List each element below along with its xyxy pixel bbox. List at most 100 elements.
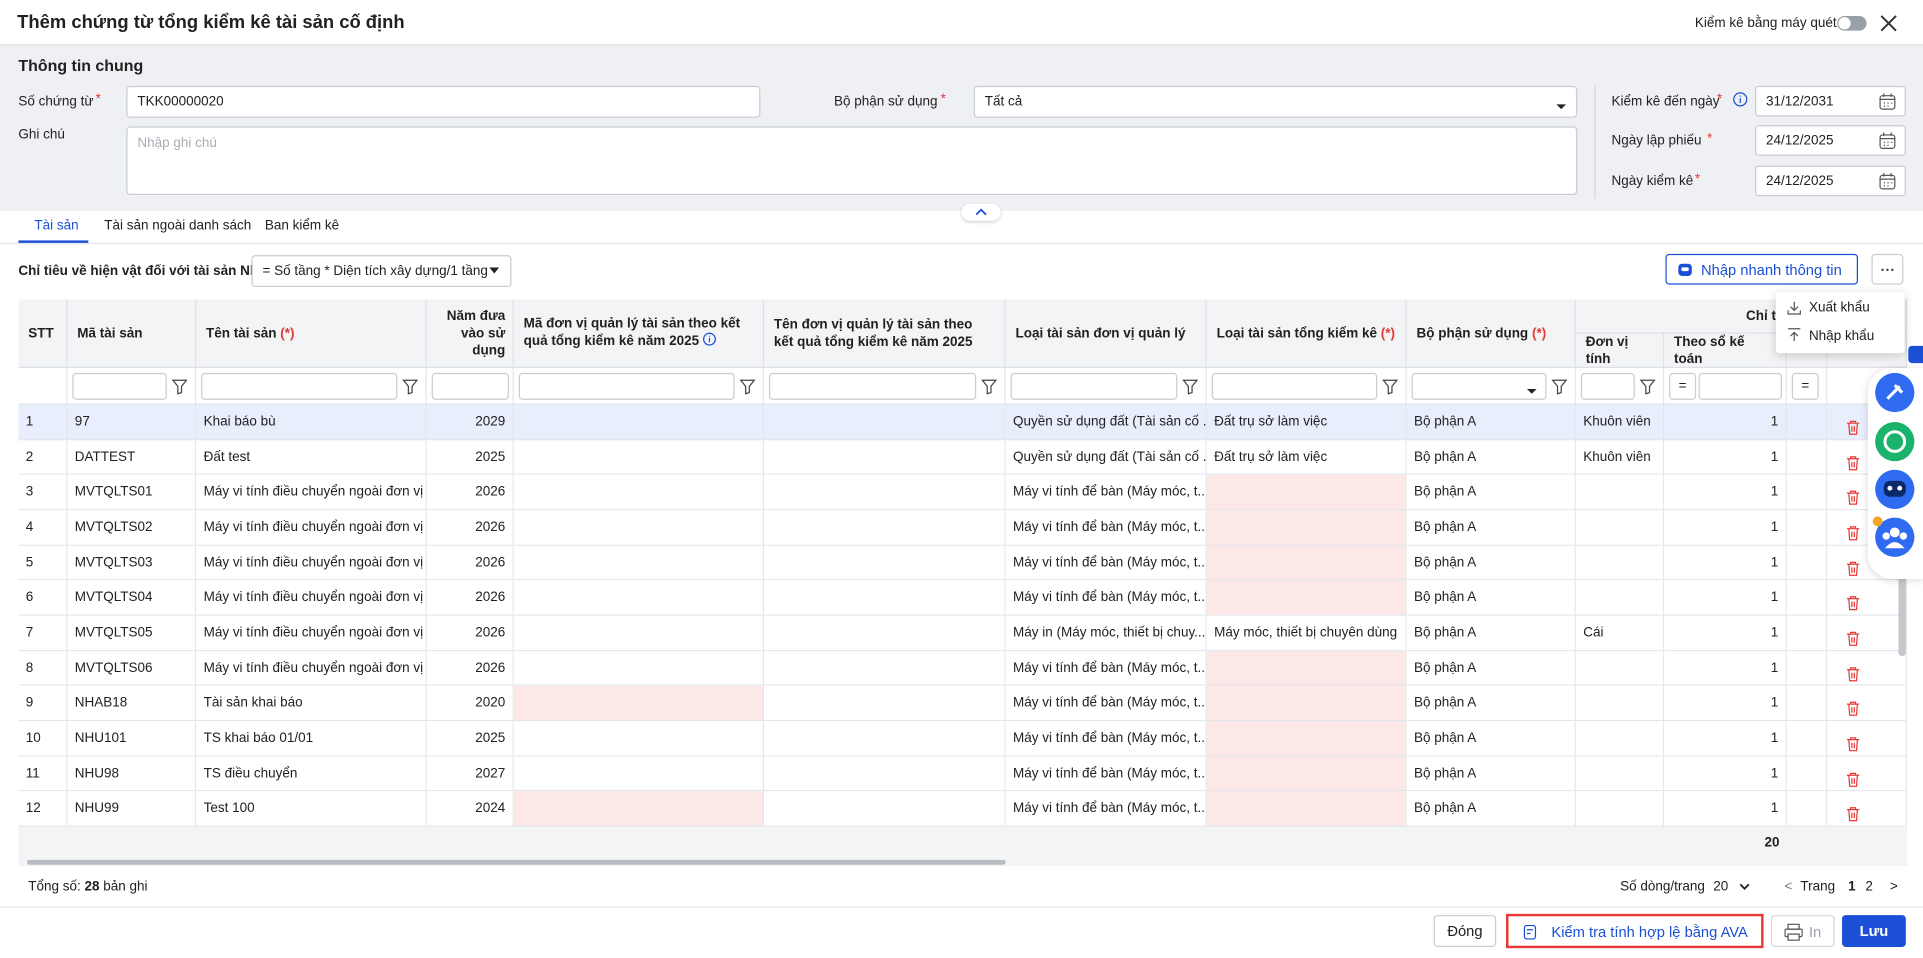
scanner-toggle[interactable]	[1837, 15, 1867, 31]
filter-operator[interactable]: =	[1791, 372, 1819, 400]
filter-button[interactable]	[1551, 379, 1568, 399]
menu-item[interactable]: Xuất khẩu	[1808, 300, 1870, 316]
column-title: Loại tài sản tổng kiểm kê	[1216, 325, 1378, 341]
delete-button[interactable]	[1846, 415, 1861, 439]
note-placeholder: Nhập ghi chú	[137, 136, 217, 151]
page-size-select[interactable]: 20	[1710, 873, 1757, 898]
required-mark: *	[95, 91, 101, 107]
filter-button[interactable]	[1639, 379, 1656, 399]
date-value: 24/12/2025	[1766, 174, 1834, 189]
field-label: Ghi chú	[18, 127, 65, 143]
table-cell-action	[1786, 791, 1828, 827]
filter-input[interactable]	[72, 372, 167, 400]
table-cell: 4	[18, 510, 68, 546]
close-action[interactable]: Đóng	[1433, 915, 1497, 947]
filter-input[interactable]	[1010, 372, 1178, 400]
column-header: Loại tài sản tổng kiểm kê (*)	[1206, 299, 1407, 368]
delete-button[interactable]	[1846, 801, 1861, 825]
table-cell	[1206, 721, 1407, 757]
active-tab-indicator	[18, 240, 89, 243]
date-input[interactable]: 24/12/2025	[1754, 125, 1906, 156]
delete-button[interactable]	[1846, 696, 1861, 720]
more-button[interactable]	[1871, 253, 1904, 285]
save-button[interactable]: Lưu	[1842, 915, 1906, 947]
quick-entry-button[interactable]: Nhập nhanh thông tin	[1665, 253, 1858, 285]
filter-operator[interactable]: =	[1669, 372, 1697, 400]
filter-input[interactable]	[1698, 372, 1782, 400]
h-scrollbar	[18, 858, 1908, 867]
tab[interactable]: Ban kiểm kê	[264, 218, 340, 234]
filter-button[interactable]	[981, 379, 998, 399]
table-cell: 5	[18, 545, 68, 581]
required-mark: *	[1716, 91, 1723, 107]
date-input[interactable]: 31/12/2031	[1754, 85, 1906, 117]
delete-button[interactable]	[1846, 766, 1861, 790]
table-cell-action	[1827, 791, 1908, 827]
date-input[interactable]: 24/12/2025	[1754, 165, 1906, 197]
delete-button[interactable]	[1846, 626, 1861, 650]
table-cell: Máy vi tính điều chuyển ngoài đơn vị	[196, 475, 427, 511]
delete-button[interactable]	[1846, 485, 1861, 509]
note-input[interactable]: Nhập ghi chú	[126, 126, 1578, 196]
tab[interactable]: Tài sản ngoài danh sách	[104, 218, 252, 234]
table-cell-action	[1827, 580, 1908, 616]
table-cell: MVTQLTS06	[67, 650, 197, 687]
delete-button[interactable]	[1846, 590, 1861, 614]
side-tab[interactable]	[1908, 345, 1923, 364]
menu-item[interactable]: Nhập khẩu	[1808, 328, 1875, 344]
print-button[interactable]: In	[1770, 915, 1835, 947]
table-cell: Cái	[1575, 615, 1665, 651]
toggle-label: Kiểm kê bằng máy quét	[1694, 15, 1837, 31]
next-page[interactable]: >	[1889, 879, 1898, 895]
filter-input[interactable]	[431, 372, 509, 400]
table-cell	[513, 615, 765, 651]
column-title: Bộ phận sử dụng	[1416, 325, 1529, 341]
filter-input[interactable]	[1580, 372, 1635, 400]
prev-page[interactable]: <	[1784, 879, 1793, 895]
column-header-text: Năm đưa vào sử dụng	[427, 307, 506, 359]
tab[interactable]: Tài sản	[34, 218, 79, 234]
page-number[interactable]: 1	[1848, 879, 1856, 895]
collapse-button[interactable]	[961, 203, 1001, 221]
close-button[interactable]	[1880, 15, 1897, 32]
table-cell-action	[1827, 650, 1908, 687]
delete-button[interactable]	[1846, 555, 1861, 579]
criteria-label: Chỉ tiêu về hiện vật đối với tài sản Nhà	[18, 263, 266, 279]
filter-button[interactable]	[171, 379, 188, 399]
column-header: Năm đưa vào sử dụng	[426, 299, 514, 368]
table-cell: 8	[18, 650, 68, 687]
table-cell: Test 100	[196, 791, 427, 827]
filter-button[interactable]	[1182, 379, 1199, 399]
table-cell: Máy vi tính để bàn (Máy móc, t...	[1005, 791, 1207, 827]
page-number[interactable]: 2	[1865, 879, 1873, 895]
filter-button[interactable]	[739, 379, 756, 399]
table-cell: TS điều chuyển	[196, 756, 427, 792]
filter-button[interactable]	[1382, 379, 1399, 399]
table-cell	[1575, 650, 1665, 687]
filter-input[interactable]	[201, 372, 398, 400]
filter-button[interactable]	[402, 379, 419, 399]
delete-button[interactable]	[1846, 520, 1861, 544]
table-cell: Máy vi tính điều chuyển ngoài đơn vị	[196, 510, 427, 546]
table-cell: Khuôn viên	[1575, 439, 1665, 476]
delete-button[interactable]	[1846, 450, 1861, 474]
table-cell: 2	[18, 439, 68, 476]
page-label: Trang	[1800, 879, 1836, 895]
voucher-input[interactable]: TKK00000020	[126, 85, 761, 118]
filter-input[interactable]	[1411, 372, 1547, 400]
table-cell	[764, 756, 1006, 792]
criteria-select[interactable]: = Số tầng * Diện tích xây dựng/1 tầng	[251, 255, 512, 288]
filter-input[interactable]	[1211, 372, 1378, 400]
filter-input[interactable]	[768, 372, 977, 400]
table-cell-action	[1786, 475, 1828, 511]
filter-input[interactable]	[518, 372, 735, 400]
delete-button[interactable]	[1846, 731, 1861, 755]
ava-check-button[interactable]: Kiểm tra tính hợp lệ bằng AVA	[1506, 913, 1764, 949]
divider	[1594, 85, 1596, 199]
department-select[interactable]: Tất cả	[973, 85, 1578, 118]
table-cell-action	[1786, 580, 1828, 616]
delete-button[interactable]	[1846, 661, 1861, 685]
table-cell	[513, 686, 765, 722]
table-cell: Máy vi tính điều chuyển ngoài đơn vị	[196, 580, 427, 616]
table-cell: NHAB18	[67, 686, 197, 722]
